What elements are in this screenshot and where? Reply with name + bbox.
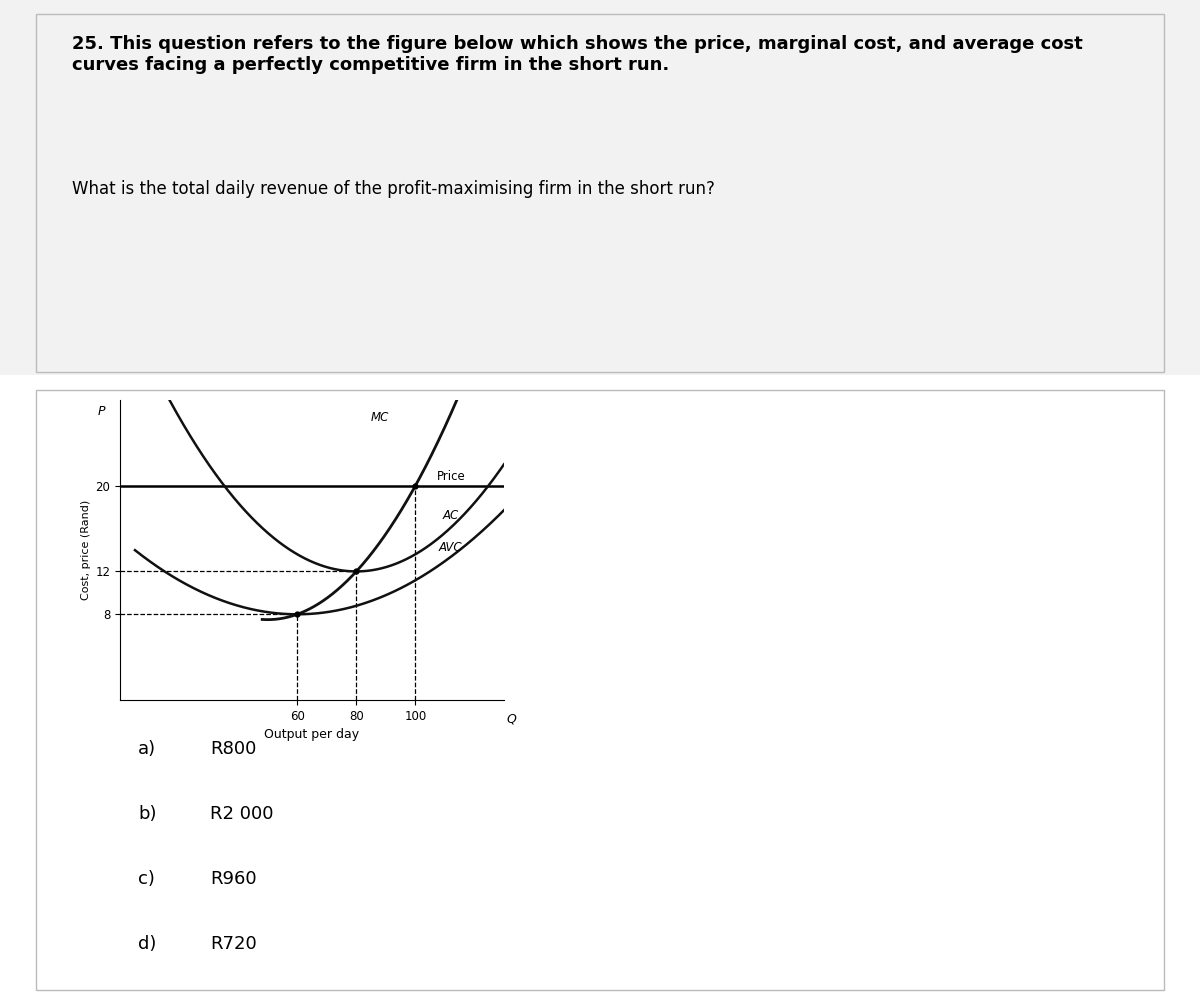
Y-axis label: Cost, price (Rand): Cost, price (Rand) <box>82 500 91 600</box>
Text: c): c) <box>138 870 155 888</box>
Text: R2 000: R2 000 <box>210 805 274 823</box>
Text: a): a) <box>138 740 156 758</box>
Text: MC: MC <box>371 411 389 424</box>
Text: R960: R960 <box>210 870 257 888</box>
Text: AC: AC <box>443 509 458 522</box>
Text: What is the total daily revenue of the profit-maximising firm in the short run?: What is the total daily revenue of the p… <box>72 180 715 198</box>
Text: Price: Price <box>437 470 466 483</box>
Text: R720: R720 <box>210 935 257 953</box>
Text: AVC: AVC <box>439 541 463 554</box>
X-axis label: Output per day: Output per day <box>264 728 360 741</box>
Text: b): b) <box>138 805 156 823</box>
Text: P: P <box>97 405 106 418</box>
Text: R800: R800 <box>210 740 257 758</box>
Text: d): d) <box>138 935 156 953</box>
Text: Q: Q <box>506 713 517 726</box>
Text: 25. This question refers to the figure below which shows the price, marginal cos: 25. This question refers to the figure b… <box>72 35 1082 74</box>
